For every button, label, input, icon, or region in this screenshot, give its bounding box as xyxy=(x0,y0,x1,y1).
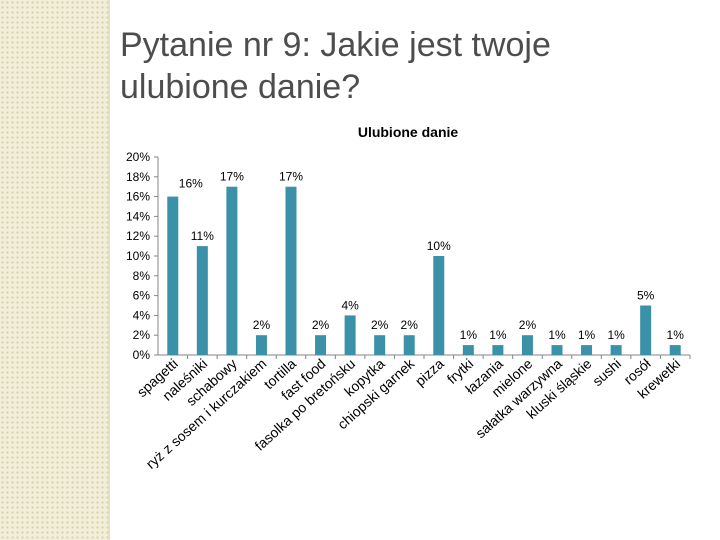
y-tick-label: 14% xyxy=(126,209,150,223)
data-label: 2% xyxy=(312,318,330,332)
y-tick-label: 8% xyxy=(133,269,151,283)
bar xyxy=(551,345,563,355)
data-label: 2% xyxy=(371,318,389,332)
y-tick-label: 2% xyxy=(133,328,151,342)
slide-sidebar-pattern xyxy=(0,0,108,540)
x-tick-label: pizza xyxy=(412,355,447,389)
y-axis-ticks: 0% 2% 4% 6% 8% 10% 12% 14% 16% 18% 20% xyxy=(126,150,158,362)
data-label: 1% xyxy=(667,328,685,342)
y-tick-label: 6% xyxy=(133,289,151,303)
y-tick-label: 4% xyxy=(133,308,151,322)
data-label: 2% xyxy=(519,318,537,332)
data-label: 17% xyxy=(279,170,303,184)
bar xyxy=(462,345,474,355)
data-labels: 16% 11% 17% 2% 17% 2% 4% 2% 2% 10% 1% 1% 2% 1% 1% 1% 5% 1… xyxy=(179,170,684,342)
bar xyxy=(344,315,356,355)
bar xyxy=(196,246,208,355)
y-tick-label: 0% xyxy=(133,348,151,362)
y-tick-label: 18% xyxy=(126,170,150,184)
data-label: 4% xyxy=(341,298,359,312)
data-label: 1% xyxy=(548,328,566,342)
data-label: 1% xyxy=(489,328,507,342)
bars xyxy=(167,186,691,359)
data-label: 1% xyxy=(460,328,478,342)
bar xyxy=(669,345,681,355)
y-tick-label: 10% xyxy=(126,249,150,263)
bar xyxy=(315,335,327,355)
data-label: 16% xyxy=(179,177,203,191)
data-label: 2% xyxy=(253,318,271,332)
bar xyxy=(640,305,652,355)
bar xyxy=(433,256,445,355)
bar xyxy=(167,196,179,355)
bar xyxy=(610,345,622,355)
chart-title: Ulubione danie xyxy=(358,124,459,140)
bar xyxy=(521,335,533,355)
bar xyxy=(403,335,415,355)
bar xyxy=(255,335,267,355)
data-label: 17% xyxy=(220,170,244,184)
data-label: 1% xyxy=(607,328,625,342)
data-label: 10% xyxy=(427,239,451,253)
bar xyxy=(492,345,504,355)
y-tick-label: 12% xyxy=(126,229,150,243)
bar xyxy=(374,335,386,355)
y-tick-label: 16% xyxy=(126,190,150,204)
data-label: 5% xyxy=(637,289,655,303)
slide-divider xyxy=(108,0,110,540)
bar xyxy=(226,186,238,355)
data-label: 1% xyxy=(578,328,596,342)
slide-title: Pytanie nr 9: Jakie jest twoje ulubione … xyxy=(120,26,551,106)
bar xyxy=(581,345,593,355)
bar xyxy=(285,186,297,355)
data-label: 11% xyxy=(191,229,214,243)
y-tick-label: 20% xyxy=(126,150,150,164)
x-tick-label: sushi xyxy=(589,355,624,389)
data-label: 2% xyxy=(401,318,419,332)
